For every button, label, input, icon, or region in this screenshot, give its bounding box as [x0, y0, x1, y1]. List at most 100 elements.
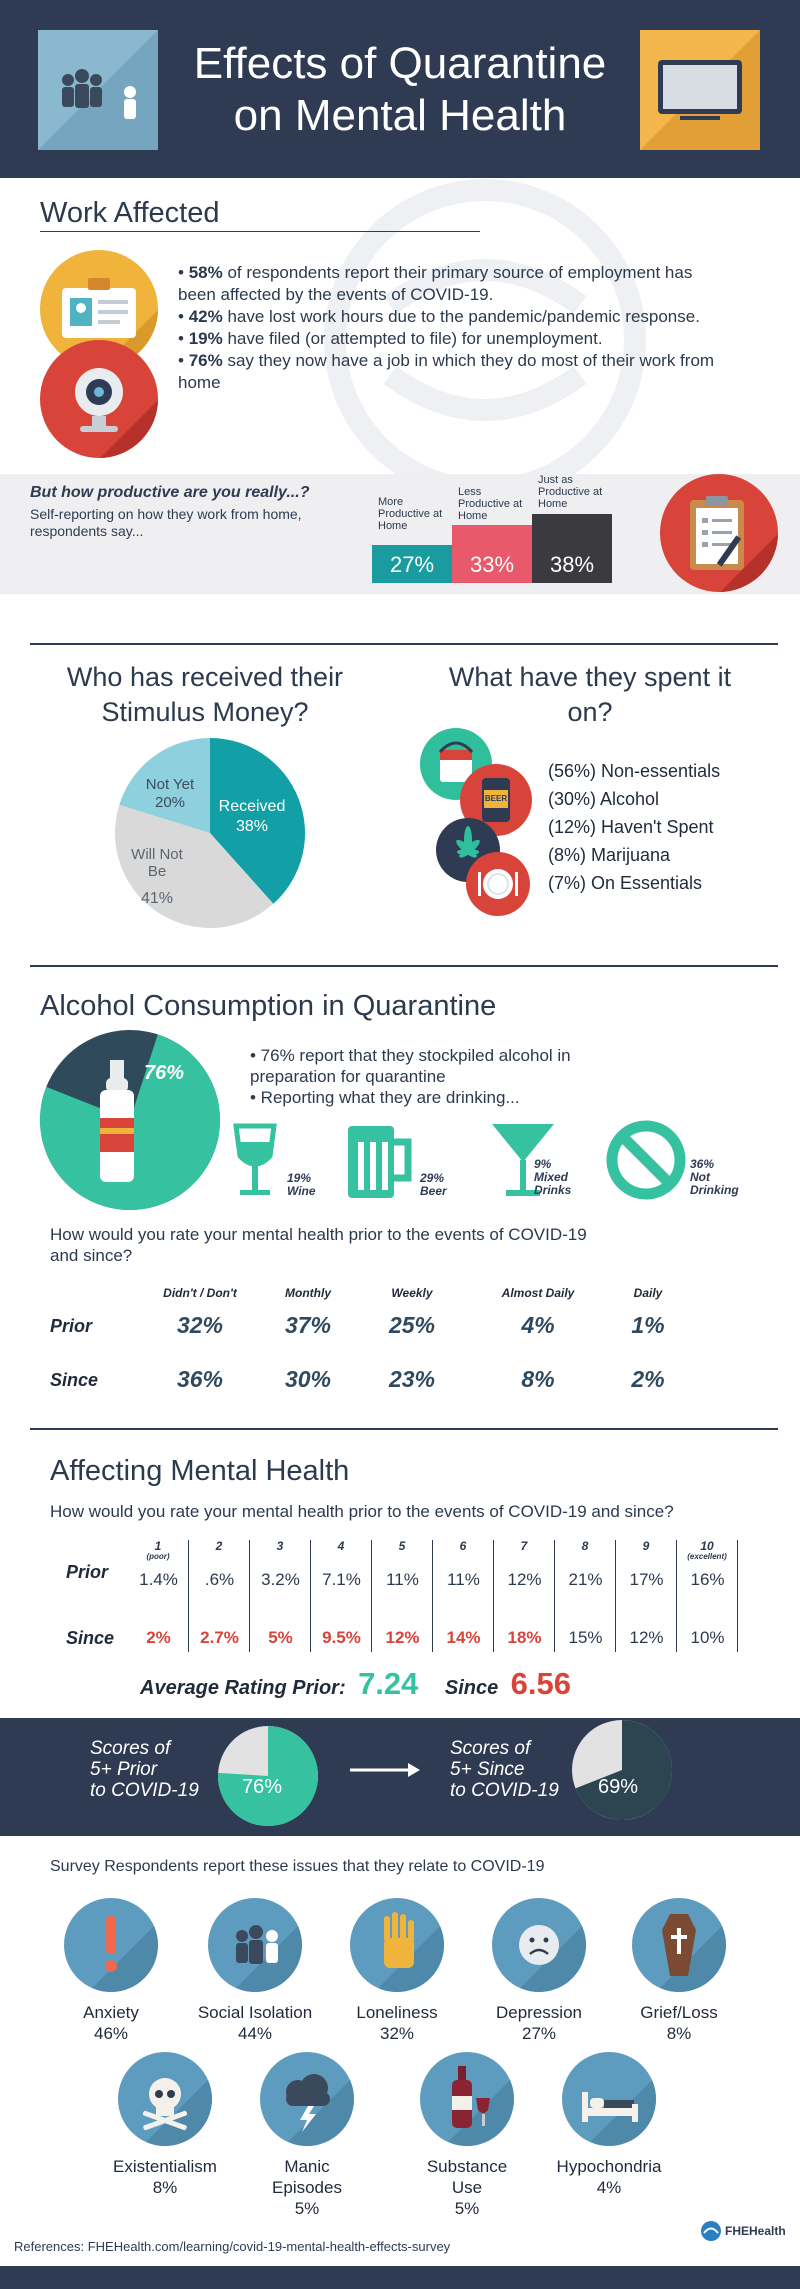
- more-productive-bar: 27%: [372, 545, 452, 583]
- fhe-logo-icon: [701, 2221, 721, 2241]
- mental-question: How would you rate your mental health pr…: [50, 1502, 674, 1521]
- rating-column: 2 .6% 2.7%: [189, 1540, 250, 1652]
- section-divider: [30, 643, 778, 645]
- section-divider: [30, 1428, 778, 1430]
- section-divider: [30, 965, 778, 967]
- page-title: Effects of Quarantine on Mental Health: [193, 39, 607, 140]
- issue-label: Social Isolation 44%: [180, 2002, 330, 2044]
- prior-rating-value: 11%: [447, 1570, 480, 1589]
- avg-prior-value: 7.24: [358, 1666, 419, 1701]
- skull-icon: [142, 2078, 188, 2131]
- mental-section-title: Affecting Mental Health: [50, 1455, 350, 1487]
- pie-slice-received: [210, 738, 306, 904]
- less-productive-bar: 33%: [452, 525, 532, 583]
- issue-label: Hypochondria 4%: [534, 2156, 684, 2198]
- rating-scale-number: 5: [398, 1539, 406, 1553]
- prior-rating-value: 16%: [690, 1570, 725, 1589]
- table-cell: 1%: [631, 1312, 665, 1338]
- rating-column: 5 11% 12%: [372, 1540, 433, 1652]
- issue-label: Manic Episodes 5%: [232, 2156, 382, 2219]
- average-rating-row: Average Rating Prior: 7.24 Since 6.56: [140, 1666, 680, 1702]
- wine-stat: 19% Wine: [287, 1171, 316, 1198]
- header-monitor-tile: [640, 30, 760, 150]
- issue-value: 4%: [596, 2178, 622, 2197]
- row-label-since: Since: [50, 1370, 99, 1390]
- work-bullet: • 76% say they now have a job in which t…: [178, 351, 715, 392]
- since-rating-value: 9.5%: [322, 1628, 361, 1647]
- table-cell: 8%: [521, 1366, 555, 1392]
- beer-label: BEER: [484, 794, 508, 803]
- rating-column: 1 (poor) 1.4% 2%: [128, 1540, 189, 1652]
- issue-icon-circle: [492, 1898, 586, 1992]
- col-header: Daily: [633, 1286, 663, 1300]
- table-cell: 36%: [176, 1366, 224, 1392]
- rating-column: 6 11% 14%: [433, 1540, 494, 1652]
- prior-rating-value: 7.1%: [322, 1570, 361, 1589]
- issue-label: Substance Use 5%: [392, 2156, 542, 2219]
- spent-list: (56%) Non-essentials (30%) Alcohol (12%)…: [548, 757, 720, 897]
- since-scores-slice: [575, 1720, 672, 1820]
- work-section-title: Work Affected: [40, 197, 220, 229]
- table-cell: 37%: [284, 1312, 332, 1338]
- header-people-tile: [38, 30, 158, 150]
- rating-column: 4 7.1% 9.5%: [311, 1540, 372, 1652]
- since-rating-value: 2%: [146, 1628, 171, 1647]
- productivity-subtext: Self-reporting on how they work from hom…: [30, 506, 302, 539]
- hand-icon: [384, 1912, 414, 1968]
- stimulus-pie-chart: [115, 738, 306, 928]
- rating-column: 7 12% 18%: [494, 1540, 555, 1652]
- rating-scale-number: 4: [337, 1539, 345, 1553]
- avg-since-label: Since: [444, 1677, 499, 1699]
- pie-label-received: Received 38%: [218, 798, 286, 835]
- clipboard-icon: [690, 496, 778, 592]
- mental-prior-label: Prior: [66, 1562, 109, 1582]
- issue-icon-circle: [632, 1898, 726, 1992]
- paint-bucket-icon: [438, 741, 474, 782]
- wine-bottle-icon: [452, 2066, 490, 2128]
- spent-title: What have they spent it on?: [448, 662, 732, 727]
- pie-label-not-yet: Not Yet 20%: [145, 776, 195, 811]
- issue-value: 5%: [294, 2199, 320, 2218]
- mixed-drinks-stat: 9% Mixed Drinks: [534, 1157, 572, 1197]
- col-header: Didn't / Don't: [163, 1286, 237, 1300]
- pie-slice-not-yet: [119, 738, 210, 833]
- spent-item: (12%) Haven't Spent: [548, 817, 714, 837]
- prior-rating-value: .6%: [204, 1570, 235, 1589]
- pie-label-will-not-be: Will Not Be 41%: [131, 846, 183, 907]
- liquor-bottle-icon: [100, 1060, 134, 1182]
- issue-value: 5%: [454, 2199, 480, 2218]
- issue-value: 32%: [379, 2024, 415, 2043]
- scale-poor-label: (poor): [146, 1552, 170, 1561]
- more-productive-label: More Productive at Home: [378, 496, 443, 532]
- productivity-question: But how productive are you really...?: [30, 484, 310, 501]
- issue-name: Existentialism: [113, 2157, 217, 2176]
- rating-scale-number: 9: [642, 1539, 650, 1553]
- issue-value: 46%: [93, 2024, 129, 2043]
- since-rating-value: 12%: [629, 1628, 664, 1647]
- issue-value: 8%: [152, 2178, 178, 2197]
- issues-title: Survey Respondents report these issues t…: [50, 1858, 545, 1875]
- just-as-productive-label: Just as Productive at Home: [538, 474, 603, 510]
- storm-cloud-icon: [286, 2074, 330, 2132]
- since-rating-value: 14%: [446, 1628, 481, 1647]
- since-rating-value: 18%: [507, 1628, 542, 1647]
- arrow-right-icon: [350, 1763, 420, 1777]
- issue-value: 8%: [666, 2024, 692, 2043]
- references-text: References: FHEHealth.com/learning/covid…: [14, 2239, 451, 2254]
- rating-scale-number: 8: [581, 1539, 589, 1553]
- monitor-icon: [640, 30, 760, 150]
- footer-band: [0, 2266, 800, 2289]
- people-icon: [236, 1925, 278, 1964]
- pie-slice-will-not-be: [115, 804, 274, 928]
- prior-scores-value: 76%: [242, 1776, 283, 1798]
- wine-glass-icon: [233, 1123, 277, 1195]
- less-productive-label: Less Productive at Home: [458, 486, 523, 522]
- prior-rating-value: 11%: [386, 1570, 419, 1589]
- table-cell: 25%: [388, 1312, 436, 1338]
- webcam-circle: [40, 340, 158, 458]
- work-bullet: • 58% of respondents report their primar…: [178, 263, 693, 304]
- issue-icon-circle: [562, 2052, 656, 2146]
- row-label-prior: Prior: [50, 1316, 93, 1336]
- alcohol-question: How would you rate your mental health pr…: [50, 1225, 587, 1265]
- rating-scale-number: 6: [459, 1539, 467, 1553]
